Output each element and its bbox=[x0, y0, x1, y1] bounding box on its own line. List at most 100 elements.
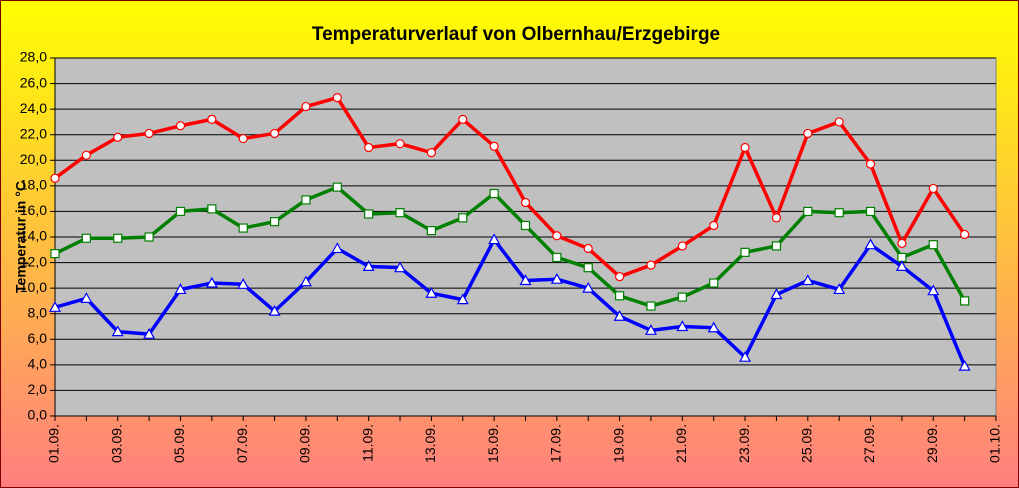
marker bbox=[80, 292, 93, 303]
marker bbox=[582, 281, 595, 293]
marker bbox=[865, 159, 876, 169]
marker bbox=[771, 241, 782, 251]
marker bbox=[489, 141, 499, 151]
y-tick-label: 16,0 bbox=[20, 202, 47, 218]
marker bbox=[50, 173, 60, 183]
x-tick-label: 01.10. bbox=[987, 424, 1003, 463]
marker bbox=[583, 263, 593, 273]
marker bbox=[614, 272, 625, 282]
marker bbox=[646, 260, 656, 270]
marker bbox=[426, 148, 436, 158]
marker bbox=[175, 121, 186, 131]
series-line bbox=[54, 185, 967, 308]
marker bbox=[268, 304, 281, 316]
marker bbox=[48, 301, 62, 312]
y-tick-label: 10,0 bbox=[20, 279, 47, 295]
marker bbox=[801, 274, 814, 286]
marker bbox=[644, 324, 657, 335]
marker bbox=[771, 213, 782, 223]
marker bbox=[520, 220, 531, 231]
marker bbox=[770, 288, 783, 300]
series-line bbox=[54, 237, 967, 367]
marker bbox=[707, 321, 720, 333]
marker bbox=[207, 114, 217, 124]
marker bbox=[332, 182, 342, 192]
y-tick-label: 24,0 bbox=[20, 100, 47, 116]
marker bbox=[332, 93, 342, 103]
marker bbox=[803, 128, 813, 139]
marker bbox=[646, 301, 656, 311]
marker bbox=[144, 128, 154, 139]
marker bbox=[520, 197, 531, 208]
marker bbox=[897, 238, 907, 248]
x-tick-label: 25.09. bbox=[799, 424, 815, 463]
marker bbox=[395, 208, 405, 218]
marker bbox=[143, 327, 156, 339]
x-tick-label: 05.09. bbox=[171, 424, 187, 463]
marker bbox=[426, 226, 436, 236]
marker bbox=[425, 287, 438, 298]
y-tick-label: 20,0 bbox=[20, 151, 47, 167]
marker bbox=[552, 231, 562, 241]
marker bbox=[458, 114, 468, 124]
marker bbox=[394, 261, 407, 273]
marker bbox=[50, 249, 60, 259]
marker bbox=[113, 233, 123, 243]
marker bbox=[489, 188, 499, 199]
marker bbox=[709, 220, 719, 231]
x-tick-label: 29.09. bbox=[924, 424, 940, 463]
chart-title: Temperaturverlauf von Olbernhau/Erzgebir… bbox=[312, 24, 720, 45]
marker bbox=[111, 325, 124, 337]
marker bbox=[299, 275, 312, 287]
marker bbox=[677, 241, 687, 251]
y-tick-label: 4,0 bbox=[28, 356, 48, 372]
x-tick-label: 01.09. bbox=[46, 424, 62, 463]
marker bbox=[395, 139, 405, 149]
marker bbox=[709, 278, 719, 288]
marker bbox=[550, 272, 563, 284]
x-tick-label: 19.09. bbox=[610, 424, 626, 463]
marker bbox=[960, 296, 970, 306]
marker bbox=[960, 229, 970, 240]
marker bbox=[488, 233, 501, 245]
x-tick-label: 23.09. bbox=[736, 424, 752, 463]
marker bbox=[677, 292, 687, 302]
marker bbox=[301, 195, 311, 205]
marker bbox=[364, 209, 374, 219]
marker bbox=[614, 291, 625, 301]
marker bbox=[331, 242, 344, 254]
marker bbox=[238, 223, 248, 233]
marker bbox=[740, 142, 750, 153]
y-tick-label: 22,0 bbox=[20, 125, 47, 141]
marker bbox=[552, 252, 562, 263]
marker bbox=[144, 232, 154, 242]
y-tick-label: 2,0 bbox=[28, 381, 48, 397]
x-tick-label: 21.09. bbox=[673, 424, 689, 463]
x-tick-label: 17.09. bbox=[548, 424, 564, 463]
marker bbox=[174, 283, 187, 295]
marker bbox=[207, 204, 217, 214]
marker bbox=[928, 240, 938, 250]
marker bbox=[205, 276, 218, 288]
marker bbox=[519, 274, 532, 286]
marker bbox=[834, 117, 844, 127]
marker bbox=[927, 284, 940, 296]
marker bbox=[81, 150, 91, 160]
y-tick-label: 14,0 bbox=[20, 228, 47, 244]
marker bbox=[803, 206, 813, 217]
x-tick-label: 13.09. bbox=[422, 424, 438, 463]
y-tick-label: 0,0 bbox=[28, 407, 48, 423]
marker bbox=[740, 247, 750, 257]
marker bbox=[895, 260, 908, 272]
marker bbox=[739, 350, 752, 362]
marker bbox=[864, 238, 877, 250]
y-axis-label: Temperatur in °C bbox=[13, 181, 29, 293]
marker bbox=[458, 213, 468, 223]
marker bbox=[81, 233, 91, 243]
marker bbox=[175, 206, 186, 217]
x-tick-label: 11.09. bbox=[359, 424, 375, 462]
y-tick-label: 6,0 bbox=[28, 330, 48, 346]
marker bbox=[456, 293, 469, 305]
y-tick-label: 12,0 bbox=[20, 253, 47, 269]
